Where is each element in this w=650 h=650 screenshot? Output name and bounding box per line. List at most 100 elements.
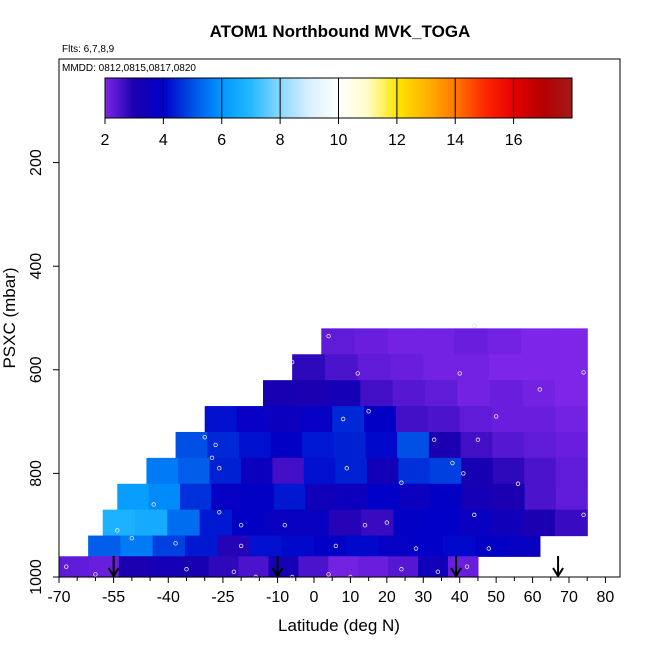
heatmap-cell — [148, 483, 181, 511]
heatmap-cell — [204, 406, 238, 433]
heatmap-cell — [175, 431, 208, 459]
heatmap-cell — [264, 509, 298, 537]
dates-label: MMDD: 0812,0815,0817,0820 — [62, 63, 196, 74]
heatmap-cell — [270, 431, 303, 459]
sample-point — [326, 333, 331, 339]
flight-arrow — [107, 556, 120, 578]
sample-point — [209, 455, 215, 461]
colorbar-tick-label: 6 — [217, 132, 226, 149]
sample-point — [217, 510, 222, 515]
sample-point — [413, 546, 419, 551]
y-tick-label: 1000 — [28, 559, 45, 595]
flight-arrow — [450, 556, 462, 578]
heatmap-cell — [425, 509, 459, 537]
heatmap-cell — [272, 457, 305, 485]
heatmap-cell — [59, 556, 90, 578]
heatmap-cell — [490, 509, 524, 537]
x-tick-label: 60 — [524, 589, 542, 606]
x-tick-label: 50 — [487, 589, 505, 606]
heatmap-cell — [366, 457, 399, 485]
heatmap-cell — [332, 406, 365, 433]
sample-point — [173, 541, 178, 546]
y-tick-label: 600 — [28, 356, 45, 383]
colorbar-tick-label: 16 — [505, 132, 523, 149]
x-tick-label: -40 — [157, 589, 180, 606]
flight-arrows — [107, 556, 564, 578]
sample-point — [202, 434, 207, 440]
heatmap-cell — [135, 509, 168, 537]
heatmap-cell — [492, 457, 525, 485]
heatmap-cell — [475, 535, 509, 557]
sample-point — [537, 387, 543, 392]
y-tick-label: 200 — [28, 149, 45, 176]
heatmap-cell — [236, 406, 270, 433]
heatmap-cell — [521, 354, 556, 381]
heatmap-cell — [184, 535, 218, 557]
sample-point — [362, 523, 368, 528]
heatmap-cell — [397, 431, 430, 459]
heatmap-cell — [298, 556, 329, 578]
heatmap-cell — [292, 354, 326, 381]
heatmap-cell — [199, 509, 233, 537]
heatmap-cell — [305, 483, 338, 511]
heatmap-cell — [295, 380, 329, 407]
sample-point — [231, 569, 237, 575]
heatmap-cell — [117, 483, 150, 511]
heatmap-cell — [427, 406, 461, 433]
heatmap-cell — [238, 556, 270, 578]
heatmap-cell — [273, 483, 306, 511]
sample-point — [64, 564, 69, 569]
heatmap-cell — [410, 535, 444, 557]
x-tick-label: 20 — [378, 589, 396, 606]
heatmap-cell — [429, 457, 462, 485]
chart-title: ATOM1 Northbound MVK_TOGA — [210, 22, 471, 41]
heatmap-cell — [522, 509, 556, 537]
heatmap-cell — [461, 457, 494, 485]
heatmap-cell — [102, 509, 136, 537]
colorbar-tick-label: 14 — [446, 132, 464, 149]
heatmap-cell — [459, 406, 493, 433]
heatmap-cell — [302, 431, 335, 459]
heatmap-cell — [281, 535, 315, 557]
x-axis: -70 -55 -40 -25 -10 0 10 20 30 40 50 60 70 80 — [47, 577, 614, 606]
x-tick-label: -55 — [102, 589, 125, 606]
heatmap-cell — [346, 535, 380, 557]
heatmap-cell — [395, 406, 429, 433]
heatmap-cell — [421, 328, 455, 355]
heatmap-cell — [489, 380, 523, 407]
heatmap-cell — [492, 431, 525, 459]
heatmap-cell — [524, 457, 557, 485]
flight-arrow — [552, 556, 564, 578]
sample-point — [472, 512, 477, 518]
colorbar-frame — [104, 77, 573, 119]
heatmap-cells — [59, 328, 588, 578]
sample-point — [344, 466, 349, 471]
heatmap-cell — [268, 406, 301, 433]
sample-point — [282, 523, 288, 528]
heatmap-cell — [520, 328, 555, 355]
heatmap-cell — [398, 457, 431, 485]
heatmap-cell — [456, 354, 490, 381]
heatmap-cell — [487, 328, 522, 355]
heatmap-cell — [555, 483, 588, 511]
heatmap-cell — [324, 354, 359, 381]
heatmap-cell — [148, 556, 180, 578]
heatmap-cell — [523, 431, 557, 459]
sample-point — [384, 520, 390, 525]
heatmap-cell — [454, 328, 489, 355]
heatmap-cell — [554, 380, 588, 407]
x-tick-label: -25 — [211, 589, 234, 606]
colorbar-tick-label: 2 — [101, 132, 110, 149]
arrow-head — [450, 567, 462, 578]
colorbar: 2 4 6 8 10 12 14 16 — [101, 77, 573, 149]
y-tick-label: 400 — [28, 253, 45, 280]
sample-point — [217, 466, 222, 471]
heatmap-cell — [461, 483, 494, 511]
heatmap-cell — [208, 556, 240, 578]
heatmap-cell — [358, 556, 389, 578]
heatmap-cell — [211, 483, 244, 511]
heatmap-cell — [209, 457, 242, 485]
heatmap-cell — [554, 354, 588, 381]
sample-point — [581, 370, 586, 375]
